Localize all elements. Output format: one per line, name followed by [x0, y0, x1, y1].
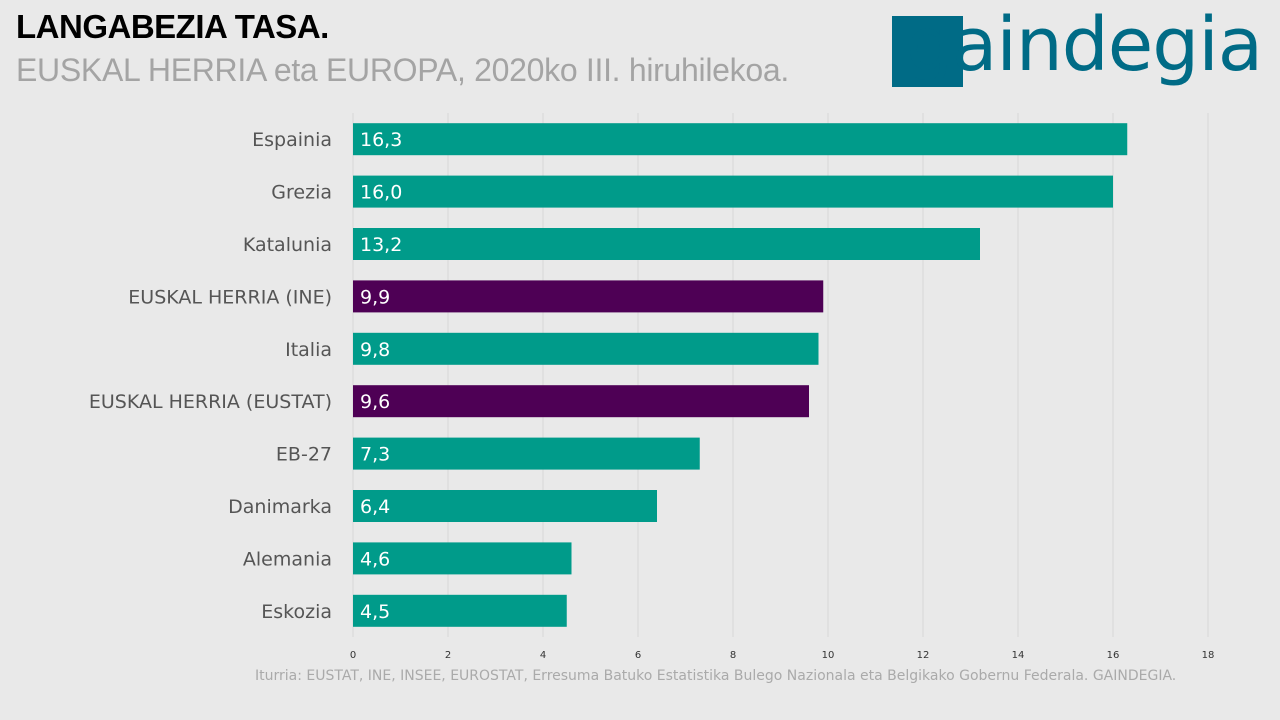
data-label: 13,2	[360, 234, 402, 256]
bar	[353, 280, 824, 313]
bar	[353, 175, 1113, 208]
x-tick-label: 6	[635, 650, 641, 661]
bar	[353, 490, 657, 522]
data-label: 16,0	[360, 182, 402, 204]
category-label: Espainia	[252, 129, 332, 151]
bar	[353, 437, 700, 470]
x-tick-label: 8	[730, 650, 736, 661]
data-label: 9,8	[360, 339, 390, 361]
data-label: 9,9	[360, 286, 390, 308]
data-label: 9,6	[360, 391, 390, 413]
logo-text: gaindegia	[906, 2, 1263, 88]
category-label: EUSKAL HERRIA (EUSTAT)	[89, 391, 332, 413]
x-tick-label: 4	[540, 650, 546, 661]
bar	[353, 228, 980, 260]
x-tick-label: 16	[1107, 650, 1120, 661]
category-label: EUSKAL HERRIA (INE)	[128, 286, 332, 308]
data-label: 6,4	[360, 496, 390, 518]
data-label: 16,3	[360, 129, 402, 151]
category-label: Italia	[285, 339, 332, 361]
x-axis-ticks: 0 2 4 6 8 10 12 14 16 18	[350, 650, 1215, 661]
x-tick-label: 10	[822, 650, 835, 661]
source-note: Iturria: EUSTAT, INE, INSEE, EUROSTAT, E…	[255, 668, 1177, 684]
bar	[353, 542, 572, 575]
category-label: EB-27	[276, 444, 332, 466]
bar	[353, 332, 819, 365]
chart-title: LANGABEZIA TASA.	[16, 8, 329, 45]
logo-box	[892, 16, 963, 87]
bar	[353, 385, 809, 418]
data-label: 4,5	[360, 601, 390, 623]
x-tick-label: 0	[350, 650, 356, 661]
bar	[353, 594, 567, 627]
category-label: Danimarka	[228, 496, 332, 518]
x-tick-label: 2	[445, 650, 451, 661]
x-tick-label: 14	[1012, 650, 1025, 661]
gaindegia-logo: gaindegia	[892, 2, 1263, 106]
category-label: Eskozia	[261, 601, 332, 623]
bar	[353, 123, 1128, 156]
category-label: Katalunia	[243, 234, 332, 256]
category-label: Grezia	[271, 182, 332, 204]
bars: 16,3 16,0 13,2 9,9 9,8 9,6 7,3 6,4 4,6 4,5	[353, 123, 1128, 627]
chart-subtitle: EUSKAL HERRIA eta EUROPA, 2020ko III. hi…	[16, 52, 789, 88]
data-label: 7,3	[360, 444, 390, 466]
category-labels: Espainia Grezia Katalunia EUSKAL HERRIA (IN…	[89, 129, 332, 623]
data-label: 4,6	[360, 548, 390, 570]
x-tick-label: 18	[1202, 650, 1215, 661]
x-tick-label: 12	[917, 650, 930, 661]
category-label: Alemania	[243, 548, 332, 570]
